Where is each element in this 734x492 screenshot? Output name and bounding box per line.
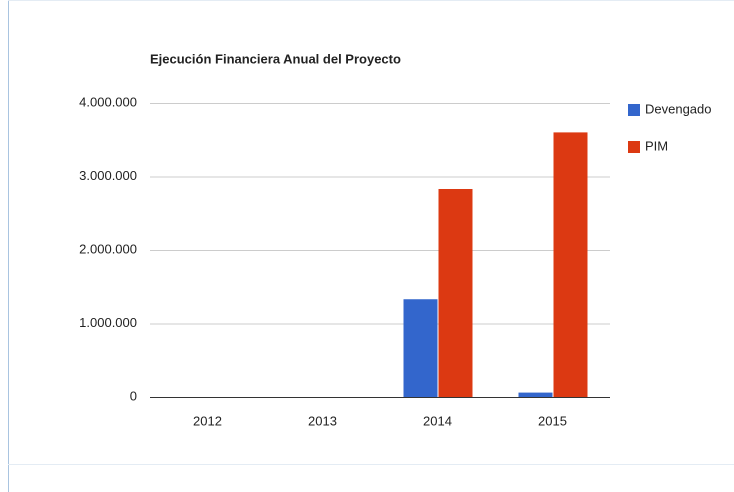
y-tick-label: 3.000.000 bbox=[79, 168, 137, 183]
legend-swatch bbox=[628, 141, 640, 153]
bar bbox=[518, 392, 553, 397]
y-tick-label: 2.000.000 bbox=[79, 241, 137, 256]
bar bbox=[553, 132, 588, 397]
bar bbox=[403, 299, 438, 397]
y-tick-label: 1.000.000 bbox=[79, 315, 137, 330]
x-tick-label: 2015 bbox=[538, 413, 567, 428]
y-tick-label: 4.000.000 bbox=[79, 94, 137, 109]
bar bbox=[438, 188, 473, 397]
legend-label: PIM bbox=[645, 138, 668, 153]
x-tick-label: 2014 bbox=[423, 413, 452, 428]
legend-label: Devengado bbox=[645, 101, 712, 116]
chart-title: Ejecución Financiera Anual del Proyecto bbox=[150, 51, 401, 66]
legend-swatch bbox=[628, 104, 640, 116]
x-tick-label: 2012 bbox=[193, 413, 222, 428]
y-tick-label: 0 bbox=[130, 388, 137, 403]
x-tick-label: 2013 bbox=[308, 413, 337, 428]
